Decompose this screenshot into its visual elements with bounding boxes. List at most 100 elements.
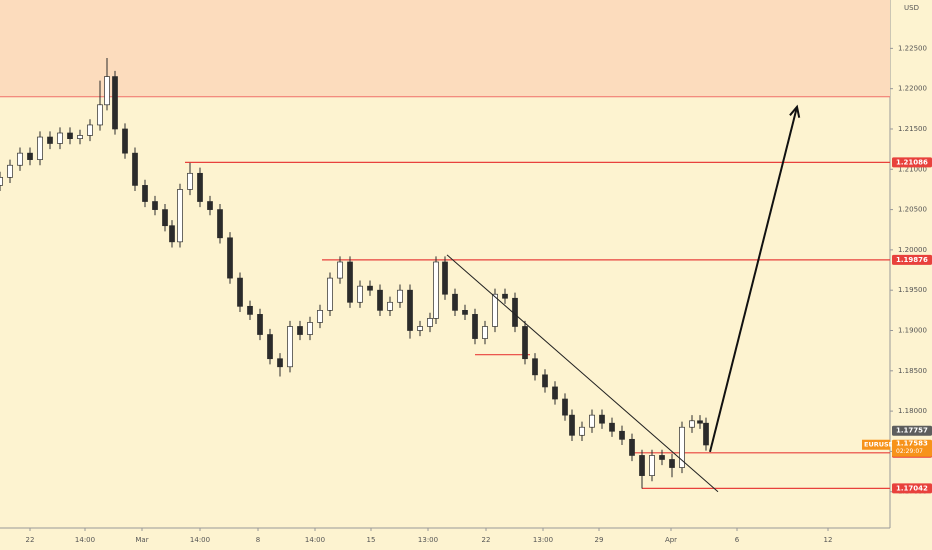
x-tick-label: 22 xyxy=(26,536,35,544)
candle-body xyxy=(297,326,303,335)
candle-body xyxy=(589,414,595,428)
candle-body xyxy=(442,261,448,295)
candle-body xyxy=(37,136,43,160)
price-tag-bg xyxy=(892,425,932,436)
candle-body xyxy=(217,209,223,239)
candle-body xyxy=(0,176,3,186)
candle-body xyxy=(397,289,403,303)
level-tag-bg xyxy=(892,483,932,494)
candle-body xyxy=(277,358,283,368)
candle-body xyxy=(257,314,263,335)
candle-body xyxy=(112,76,118,130)
candle-body xyxy=(492,293,498,327)
y-tick-label: 1.22500 xyxy=(898,44,927,52)
candle-body xyxy=(472,314,478,339)
current-price: 1.17583 xyxy=(896,440,928,448)
candle-body xyxy=(502,293,508,299)
candle-body xyxy=(327,277,333,311)
current-symbol-bg xyxy=(862,439,890,450)
y-tick-label: 1.19500 xyxy=(898,286,927,294)
candle-body xyxy=(669,459,675,468)
arrow-head xyxy=(789,104,801,118)
candle-body xyxy=(47,136,53,144)
candle-body xyxy=(227,237,233,279)
candle-body xyxy=(679,426,685,468)
y-tick-label: 1.19000 xyxy=(898,327,927,335)
level-tag: 1.19876 xyxy=(896,256,928,264)
candle-body xyxy=(132,152,138,186)
candle-body xyxy=(177,189,183,243)
level-tag-bg xyxy=(892,157,932,168)
x-tick-label: 14:00 xyxy=(190,536,210,544)
x-tick-label: 14:00 xyxy=(75,536,95,544)
arrow xyxy=(709,106,798,453)
candle-body xyxy=(433,261,439,319)
candle-body xyxy=(407,289,413,331)
current-symbol: EURUSD xyxy=(864,441,895,449)
candle-body xyxy=(142,185,148,202)
candle-body xyxy=(639,455,645,476)
candle-body xyxy=(187,172,193,190)
candle-body xyxy=(247,305,253,315)
candle-body xyxy=(417,326,423,331)
x-tick-label: 13:00 xyxy=(533,536,553,544)
y-tick-label: 1.22000 xyxy=(898,85,927,93)
x-tick-label: 15 xyxy=(367,536,376,544)
trendline xyxy=(446,254,719,493)
candle-body xyxy=(317,310,323,323)
x-tick-label: 22 xyxy=(482,536,491,544)
candle-body xyxy=(97,104,103,126)
candle-body xyxy=(27,152,33,160)
candle-body xyxy=(357,285,363,303)
candle-body xyxy=(703,422,709,446)
candle-body xyxy=(197,172,203,202)
candle-body xyxy=(152,201,158,210)
y-tick-label: 1.21500 xyxy=(898,125,927,133)
candle-body xyxy=(77,135,83,140)
level-tag: 1.21086 xyxy=(896,158,928,166)
candle-body xyxy=(267,334,273,360)
x-tick-label: 29 xyxy=(595,536,604,544)
candle-body xyxy=(367,285,373,291)
candle-body xyxy=(532,358,538,376)
candle-body xyxy=(337,261,343,279)
candle-body xyxy=(552,386,558,400)
candle-body xyxy=(629,438,635,456)
y-tick-label: 1.21000 xyxy=(898,165,927,173)
candle-body xyxy=(452,293,458,311)
y-tick-label: 1.18500 xyxy=(898,367,927,375)
candle-body xyxy=(347,261,353,303)
candle-body xyxy=(169,225,175,243)
candle-body xyxy=(287,326,293,368)
candle-body xyxy=(387,301,393,311)
candle-body xyxy=(579,426,585,436)
y-tick-label: 1.20000 xyxy=(898,246,927,254)
candle-body xyxy=(562,398,568,416)
level-tag-bg xyxy=(892,254,932,265)
candle-body xyxy=(462,310,468,315)
x-tick-label: 6 xyxy=(735,536,740,544)
x-tick-label: Mar xyxy=(135,536,148,544)
candle-body xyxy=(237,277,243,307)
price-tag: 1.17757 xyxy=(896,427,928,435)
candle-body xyxy=(307,322,313,335)
x-tick-label: 12 xyxy=(824,536,833,544)
candle-body xyxy=(599,414,605,424)
x-tick-label: 8 xyxy=(256,536,260,544)
resistance-zone xyxy=(0,0,890,97)
candle-body xyxy=(649,455,655,476)
x-tick-label: 14:00 xyxy=(305,536,325,544)
x-tick-label: Apr xyxy=(665,536,677,544)
y-tick-label: 1.18000 xyxy=(898,407,927,415)
candle-body xyxy=(17,152,23,166)
candle-body xyxy=(87,124,93,136)
candle-body xyxy=(569,414,575,436)
candle-body xyxy=(377,289,383,311)
candle-body xyxy=(122,128,128,154)
candle-body xyxy=(57,132,63,144)
x-tick-label: 13:00 xyxy=(418,536,438,544)
candle-body xyxy=(697,420,703,424)
candle-body xyxy=(689,420,695,428)
candle-body xyxy=(482,326,488,339)
